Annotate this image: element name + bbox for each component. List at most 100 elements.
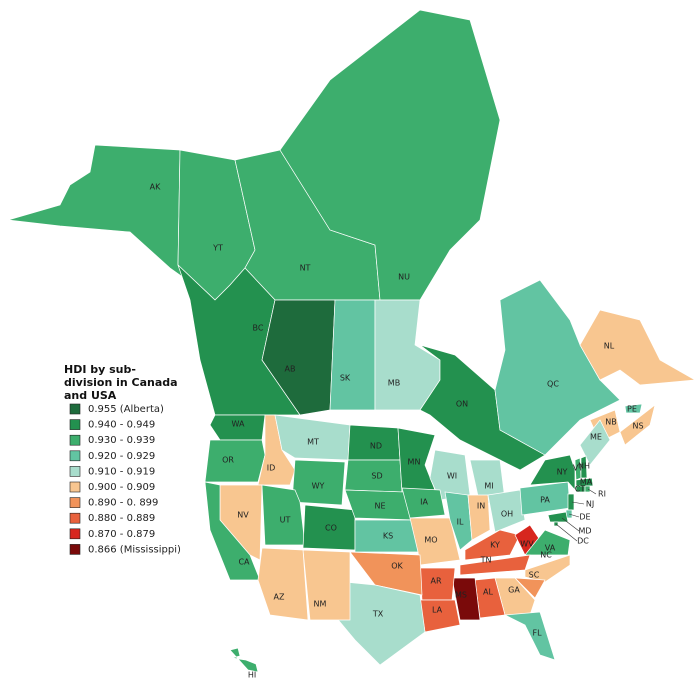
region bbox=[619, 404, 656, 446]
region bbox=[279, 9, 501, 301]
region-label: NT bbox=[300, 264, 311, 273]
region-label: NH bbox=[578, 462, 590, 471]
region bbox=[464, 529, 521, 561]
legend-swatch bbox=[69, 450, 81, 462]
region bbox=[487, 489, 526, 533]
region-label: MI bbox=[484, 482, 493, 491]
legend-label: 0.910 - 0.919 bbox=[88, 466, 155, 477]
region-label: YT bbox=[212, 244, 223, 253]
legend-swatch bbox=[69, 544, 81, 555]
region-label: AB bbox=[285, 365, 296, 374]
region-label: TX bbox=[372, 610, 384, 619]
region-label: ME bbox=[590, 433, 602, 442]
region bbox=[374, 299, 441, 411]
region-label: WY bbox=[312, 482, 325, 491]
region bbox=[580, 455, 588, 479]
region bbox=[401, 487, 446, 519]
region bbox=[349, 551, 423, 596]
legend-swatch bbox=[69, 497, 81, 508]
region-label: ND bbox=[370, 442, 382, 451]
region-label: SC bbox=[529, 571, 540, 580]
region bbox=[291, 459, 346, 506]
region-label: MB bbox=[388, 379, 400, 388]
region-label: RI bbox=[598, 490, 606, 499]
legend-label: 0.920 - 0.929 bbox=[88, 451, 155, 462]
region-label: ON bbox=[456, 400, 468, 409]
legend-swatch bbox=[69, 481, 81, 493]
legend-label: 0.930 - 0.939 bbox=[88, 435, 155, 446]
region-label: MD bbox=[578, 527, 591, 536]
region bbox=[204, 481, 261, 581]
region-label: OK bbox=[391, 562, 403, 571]
region bbox=[584, 485, 591, 493]
region bbox=[624, 403, 643, 414]
region-label: UT bbox=[280, 516, 291, 525]
region bbox=[494, 279, 621, 456]
region-label: NB bbox=[605, 418, 616, 427]
leader-line bbox=[555, 523, 578, 542]
region-label: IA bbox=[420, 498, 428, 507]
region-label: KY bbox=[490, 541, 500, 550]
region bbox=[503, 611, 556, 661]
region-label: DE bbox=[579, 513, 590, 522]
legend-title: HDI by sub-division in Canada and USA bbox=[64, 363, 178, 402]
region bbox=[567, 493, 575, 511]
region-label: CO bbox=[325, 524, 337, 533]
legend-label: 0.870 - 0.879 bbox=[88, 529, 155, 540]
region bbox=[467, 494, 491, 541]
region-label: DC bbox=[577, 537, 589, 546]
region bbox=[547, 511, 569, 523]
region-label: MO bbox=[424, 536, 437, 545]
region bbox=[229, 647, 259, 673]
region bbox=[302, 549, 351, 621]
legend-label: 0.890 - 0. 899 bbox=[88, 498, 158, 509]
region-label: WV bbox=[520, 540, 534, 549]
region-label: GA bbox=[508, 586, 520, 595]
region bbox=[529, 454, 576, 491]
region-label: MS bbox=[455, 591, 467, 600]
region bbox=[579, 419, 611, 466]
region-label: NU bbox=[398, 273, 410, 282]
region bbox=[261, 299, 336, 416]
legend-label: 0.900 - 0.909 bbox=[88, 482, 155, 493]
region-label: MT bbox=[307, 438, 319, 447]
region-label: MN bbox=[408, 458, 421, 467]
region-label: SD bbox=[371, 472, 382, 481]
region bbox=[524, 554, 571, 583]
region-label: MA bbox=[580, 478, 593, 487]
legend-swatch bbox=[69, 434, 81, 446]
region-label: AL bbox=[483, 588, 493, 597]
leader-line bbox=[587, 488, 597, 495]
region bbox=[274, 414, 351, 461]
region-label: NM bbox=[314, 600, 327, 609]
region-label: CA bbox=[238, 558, 250, 567]
leader-line bbox=[571, 501, 585, 505]
leader-line bbox=[568, 513, 580, 518]
region-label: AZ bbox=[274, 593, 285, 602]
region bbox=[579, 309, 697, 386]
region-label: PA bbox=[540, 496, 550, 505]
region-label: KS bbox=[383, 532, 393, 541]
legend-label: 0.940 - 0.949 bbox=[88, 420, 155, 431]
region-label: FL bbox=[532, 629, 542, 638]
region bbox=[514, 577, 546, 599]
legend-swatch bbox=[69, 419, 81, 430]
region bbox=[451, 577, 481, 621]
region-label: TN bbox=[480, 556, 492, 565]
region bbox=[575, 477, 594, 487]
legend-label: 0.866 (Mississippi) bbox=[88, 544, 181, 555]
region-label: NJ bbox=[586, 500, 594, 509]
region bbox=[204, 439, 266, 483]
region-label: OR bbox=[222, 456, 234, 465]
legend-swatch bbox=[69, 528, 81, 540]
legend-label: 0.880 - 0.889 bbox=[88, 513, 155, 524]
region bbox=[444, 491, 473, 551]
region bbox=[261, 484, 306, 546]
region-label: LA bbox=[432, 606, 443, 615]
region-label: NE bbox=[374, 502, 385, 511]
region-label: VT bbox=[573, 464, 583, 473]
legend-swatch bbox=[69, 512, 81, 524]
region-label: WA bbox=[232, 420, 245, 429]
